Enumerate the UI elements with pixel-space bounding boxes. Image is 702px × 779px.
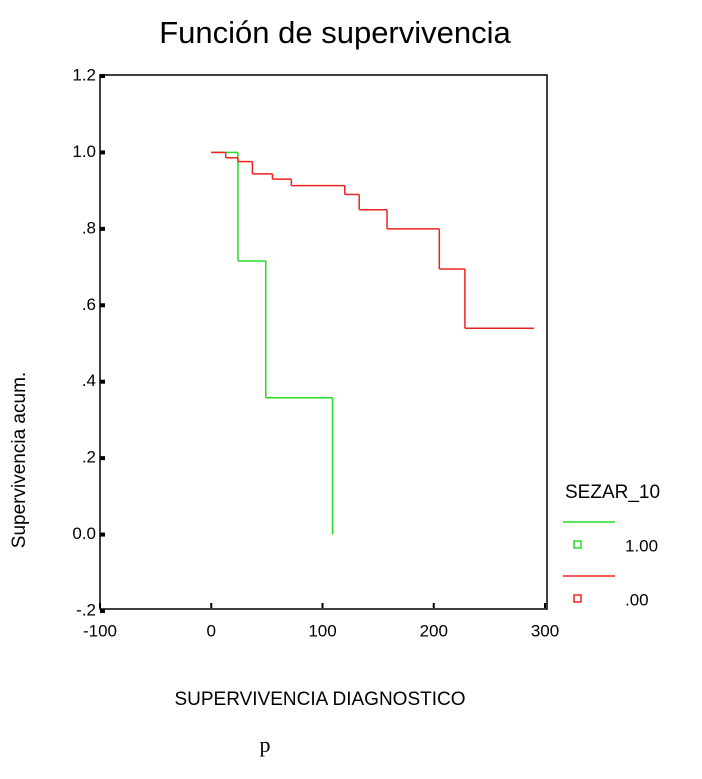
legend-symbol xyxy=(573,540,582,549)
y-tick-label: .8 xyxy=(82,218,96,237)
y-tick-label: -.2 xyxy=(76,600,96,619)
legend-title: SEZAR_10 xyxy=(565,482,660,503)
y-tick-label: 1.2 xyxy=(72,65,96,84)
legend-symbol xyxy=(573,594,582,603)
x-tick-label: 300 xyxy=(531,621,559,640)
legend-label: 1.00 xyxy=(625,536,658,555)
x-axis-label: SUPERVIVENCIA DIAGNOSTICO xyxy=(174,689,465,710)
x-tick-label: 0 xyxy=(207,621,216,640)
y-tick xyxy=(100,379,105,384)
y-tick-label: .4 xyxy=(82,371,96,390)
plot-frame xyxy=(99,74,548,610)
y-axis-label: Supervivencia acum. xyxy=(9,372,30,548)
y-tick xyxy=(100,303,105,308)
chart-title: Función de supervivencia xyxy=(159,15,511,50)
y-tick xyxy=(100,150,105,155)
y-tick xyxy=(100,74,105,78)
legend-label: .00 xyxy=(625,590,649,609)
y-tick-label: .2 xyxy=(82,448,96,467)
y-tick-label: 0.0 xyxy=(72,524,96,543)
y-tick xyxy=(100,532,105,537)
y-tick xyxy=(100,226,105,231)
x-tick-label: 200 xyxy=(420,621,448,640)
x-tick-label: -100 xyxy=(83,621,117,640)
y-tick xyxy=(100,609,105,613)
y-tick-label: .6 xyxy=(82,295,96,314)
y-tick-label: 1.0 xyxy=(72,142,96,161)
footnote: p xyxy=(260,732,271,757)
x-tick-label: 100 xyxy=(308,621,336,640)
y-tick xyxy=(100,456,105,461)
